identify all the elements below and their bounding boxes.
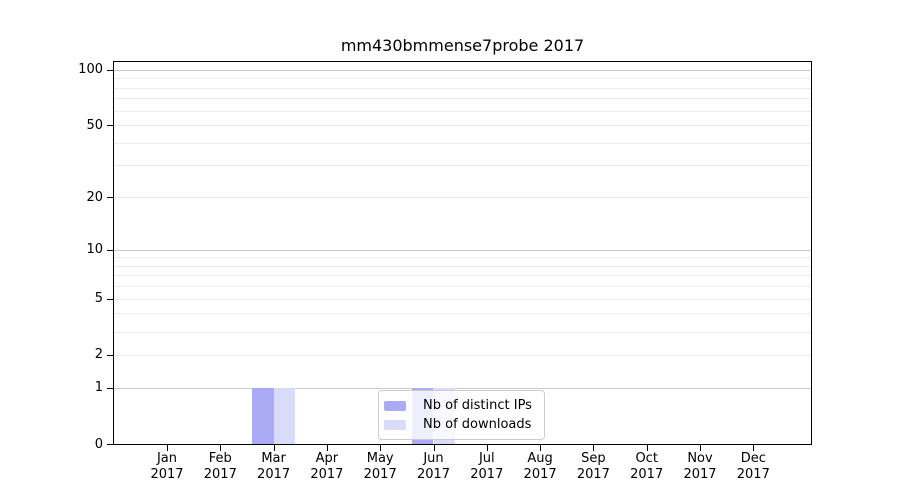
gridline-minor xyxy=(114,354,811,356)
x-tick-month: Jul xyxy=(478,451,495,466)
x-tick-month: Oct xyxy=(635,451,658,466)
legend-swatch xyxy=(384,419,406,430)
x-tick xyxy=(380,445,382,451)
x-tick-month: Jun xyxy=(423,451,444,466)
gridline-minor xyxy=(114,331,811,333)
x-tick-label: Feb 2017 xyxy=(188,451,252,483)
bar-nb-of-distinct-ips xyxy=(252,387,274,444)
x-tick-year: 2017 xyxy=(736,467,770,482)
x-tick-month: Aug xyxy=(527,451,553,466)
y-tick-label: 100 xyxy=(78,62,103,78)
x-tick-month: Feb xyxy=(208,451,232,466)
y-tick-label: 20 xyxy=(86,189,103,205)
x-tick-label: Nov 2017 xyxy=(668,451,732,483)
x-tick xyxy=(326,445,328,451)
chart-title: mm430bmmense7probe 2017 xyxy=(340,36,585,55)
x-tick-label: May 2017 xyxy=(348,451,412,483)
x-tick-label: Dec 2017 xyxy=(721,451,785,483)
x-tick-year: 2017 xyxy=(150,467,184,482)
gridline-major xyxy=(114,69,811,71)
x-tick xyxy=(433,445,435,451)
x-tick-label: Mar 2017 xyxy=(242,451,306,483)
gridline-minor xyxy=(114,275,811,277)
x-tick xyxy=(167,445,168,451)
x-tick-label: Oct 2017 xyxy=(615,451,679,483)
x-tick-year: 2017 xyxy=(470,467,504,482)
legend: Nb of distinct IPs Nb of downloads xyxy=(378,390,545,440)
y-tick-label: 10 xyxy=(86,242,103,257)
x-tick xyxy=(540,445,542,451)
legend-label: Nb of downloads xyxy=(423,417,532,432)
legend-entry: Nb of distinct IPs xyxy=(384,396,544,415)
x-tick-month: Dec xyxy=(740,451,766,466)
x-tick xyxy=(646,445,648,451)
gridline-minor xyxy=(114,298,811,300)
x-tick-month: Jan xyxy=(156,451,178,466)
y-tick-label: 50 xyxy=(86,117,103,133)
legend-swatch xyxy=(384,400,406,411)
bar-nb-of-downloads xyxy=(273,387,295,444)
x-tick-label: Apr 2017 xyxy=(295,451,359,483)
x-tick-year: 2017 xyxy=(416,467,451,482)
x-tick xyxy=(593,445,595,451)
x-tick-year: 2017 xyxy=(310,467,344,482)
x-tick-label: Jan 2017 xyxy=(135,451,199,483)
x-tick-month: Nov xyxy=(687,451,713,466)
x-tick xyxy=(753,445,755,451)
x-tick-year: 2017 xyxy=(203,467,237,482)
y-tick-label: 5 xyxy=(94,291,103,307)
gridline-minor xyxy=(114,98,811,100)
x-tick-year: 2017 xyxy=(683,467,717,482)
x-tick-label: Sep 2017 xyxy=(561,451,625,483)
x-tick-label: Jul 2017 xyxy=(455,451,519,483)
gridline-major xyxy=(114,387,811,389)
x-tick xyxy=(700,445,701,451)
x-tick-label: Jun 2017 xyxy=(402,451,466,483)
x-tick-year: 2017 xyxy=(257,467,291,482)
legend-entry: Nb of downloads xyxy=(384,415,544,434)
x-tick-year: 2017 xyxy=(523,467,557,482)
x-tick xyxy=(220,445,222,451)
legend-label: Nb of distinct IPs xyxy=(423,398,532,413)
x-tick-month: Apr xyxy=(315,451,339,466)
x-tick xyxy=(273,445,275,451)
gridline-minor xyxy=(114,125,811,127)
x-tick-month: Sep xyxy=(581,451,606,466)
y-tick-label: 1 xyxy=(94,380,103,396)
x-tick-year: 2017 xyxy=(363,467,397,482)
gridline-minor xyxy=(114,313,811,315)
y-tick-label: 2 xyxy=(94,347,103,363)
gridline-major xyxy=(114,249,811,251)
y-tick-label: 0 xyxy=(94,436,103,452)
gridline-minor xyxy=(114,286,811,288)
x-tick-month: Mar xyxy=(261,451,286,466)
x-tick-label: Aug 2017 xyxy=(508,451,572,483)
gridline-minor xyxy=(114,110,811,112)
x-tick-month: May xyxy=(366,451,394,466)
x-tick xyxy=(486,445,488,451)
plot-area xyxy=(113,61,812,445)
x-tick-year: 2017 xyxy=(576,467,610,482)
gridline-minor xyxy=(114,257,811,259)
gridline-minor xyxy=(114,197,811,199)
gridline-minor xyxy=(114,165,811,167)
gridline-minor xyxy=(114,265,811,267)
gridline-minor xyxy=(114,87,811,89)
x-tick-year: 2017 xyxy=(630,467,664,482)
gridline-minor xyxy=(114,142,811,144)
gridline-minor xyxy=(114,78,811,80)
